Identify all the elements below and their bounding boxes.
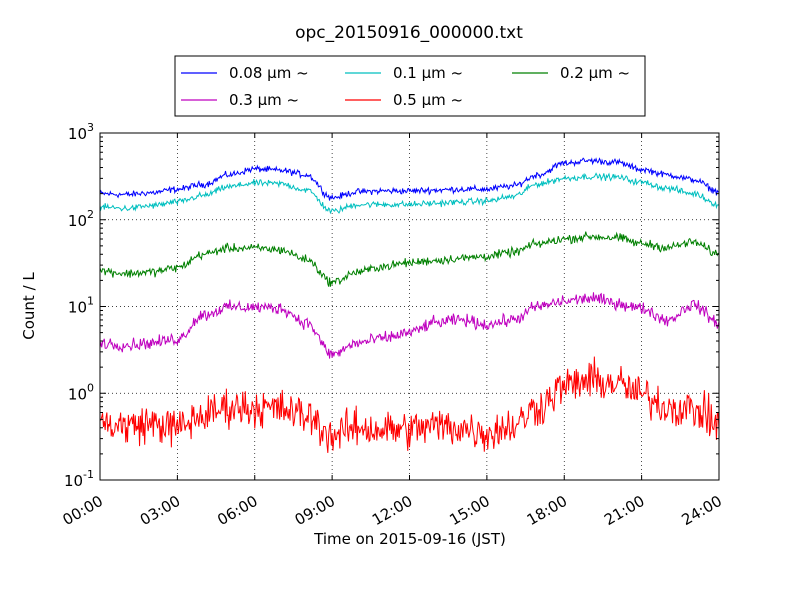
y-tick-label: 103 (68, 121, 94, 143)
y-axis-ticks: 10-1 100 101 102 103 (64, 121, 719, 490)
series-line (99, 157, 720, 201)
x-tick-label: 18:00 (524, 492, 570, 529)
legend-label: 0.08 μm ~ (229, 64, 309, 82)
x-axis-label: Time on 2015-09-16 (JST) (313, 530, 506, 548)
chart-title: opc_20150916_000000.txt (295, 23, 523, 43)
series-line (99, 231, 720, 287)
series-line (99, 356, 720, 453)
y-tick-label: 101 (68, 295, 94, 317)
x-tick-label: 12:00 (369, 492, 415, 529)
legend-label: 0.1 μm ~ (393, 64, 463, 82)
x-tick-label: 24:00 (679, 492, 725, 529)
x-tick-label: 06:00 (214, 492, 260, 529)
series-line (99, 172, 720, 215)
y-axis-label: Count / L (20, 272, 38, 340)
legend-box (174, 55, 646, 117)
x-tick-label: 09:00 (292, 492, 338, 529)
x-tick-label: 21:00 (601, 492, 647, 529)
y-tick-label: 102 (68, 208, 94, 230)
legend-label: 0.2 μm ~ (560, 64, 630, 82)
series-lines (99, 157, 720, 453)
x-tick-label: 15:00 (446, 492, 492, 529)
legend-label: 0.5 μm ~ (393, 91, 463, 109)
x-tick-label: 00:00 (60, 492, 106, 529)
y-tick-label: 10-1 (64, 468, 94, 490)
x-tick-label: 03:00 (137, 492, 183, 529)
y-tick-label: 100 (68, 381, 94, 403)
legend-label: 0.3 μm ~ (229, 91, 299, 109)
legend: 0.08 μm ~ 0.1 μm ~ 0.2 μm ~ 0.3 μm ~ 0.5 μm … (174, 55, 646, 117)
series-line (99, 292, 720, 359)
